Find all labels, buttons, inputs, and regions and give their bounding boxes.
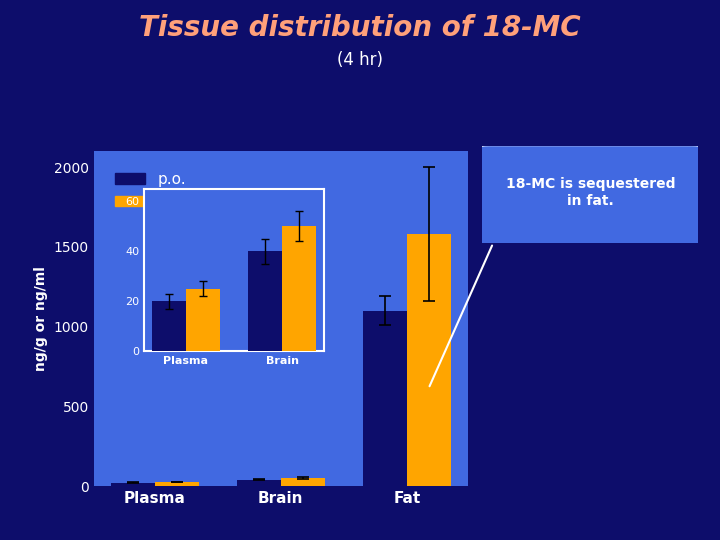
Text: (4 hr): (4 hr) [337, 51, 383, 69]
Y-axis label: ng/g or ng/ml: ng/g or ng/ml [34, 266, 48, 371]
Bar [111, 483, 155, 486]
Bar [248, 251, 282, 351]
Bar [281, 478, 325, 486]
Bar [152, 301, 186, 351]
Bar [186, 289, 220, 351]
Bar [282, 226, 316, 351]
FancyBboxPatch shape [472, 145, 709, 246]
Legend: p.o., i.p.: p.o., i.p. [109, 166, 192, 215]
Bar [363, 310, 407, 486]
Text: 18-MC is sequestered
in fat.: 18-MC is sequestered in fat. [505, 177, 675, 207]
Bar [407, 234, 451, 486]
Bar [155, 482, 199, 486]
Text: Tissue distribution of 18-MC: Tissue distribution of 18-MC [139, 14, 581, 42]
Bar [237, 480, 281, 486]
